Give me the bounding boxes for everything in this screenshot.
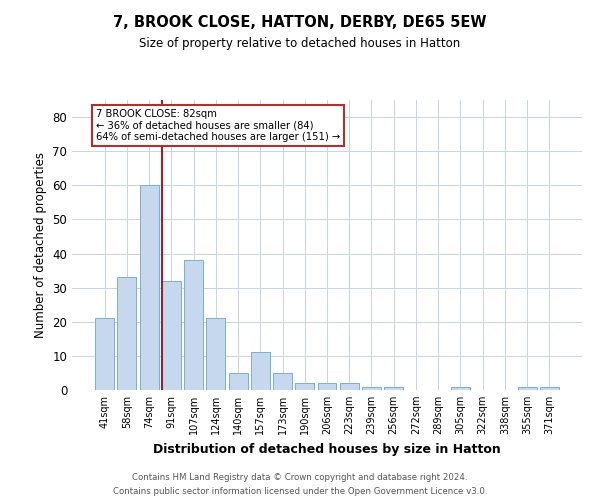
Bar bbox=[95, 318, 114, 390]
Text: 7, BROOK CLOSE, HATTON, DERBY, DE65 5EW: 7, BROOK CLOSE, HATTON, DERBY, DE65 5EW bbox=[113, 15, 487, 30]
Bar bbox=[273, 373, 292, 390]
Bar bbox=[540, 386, 559, 390]
Bar bbox=[384, 386, 403, 390]
Bar bbox=[295, 383, 314, 390]
Bar bbox=[140, 186, 158, 390]
Text: Size of property relative to detached houses in Hatton: Size of property relative to detached ho… bbox=[139, 38, 461, 51]
Bar bbox=[251, 352, 270, 390]
Bar bbox=[118, 278, 136, 390]
Bar bbox=[340, 383, 359, 390]
Text: Contains HM Land Registry data © Crown copyright and database right 2024.: Contains HM Land Registry data © Crown c… bbox=[132, 472, 468, 482]
Bar bbox=[206, 318, 225, 390]
Bar bbox=[162, 281, 181, 390]
Text: Distribution of detached houses by size in Hatton: Distribution of detached houses by size … bbox=[153, 442, 501, 456]
Y-axis label: Number of detached properties: Number of detached properties bbox=[34, 152, 47, 338]
Text: 7 BROOK CLOSE: 82sqm
← 36% of detached houses are smaller (84)
64% of semi-detac: 7 BROOK CLOSE: 82sqm ← 36% of detached h… bbox=[96, 108, 340, 142]
Bar bbox=[451, 386, 470, 390]
Bar bbox=[184, 260, 203, 390]
Bar bbox=[317, 383, 337, 390]
Bar bbox=[518, 386, 536, 390]
Bar bbox=[229, 373, 248, 390]
Bar bbox=[362, 386, 381, 390]
Text: Contains public sector information licensed under the Open Government Licence v3: Contains public sector information licen… bbox=[113, 488, 487, 496]
